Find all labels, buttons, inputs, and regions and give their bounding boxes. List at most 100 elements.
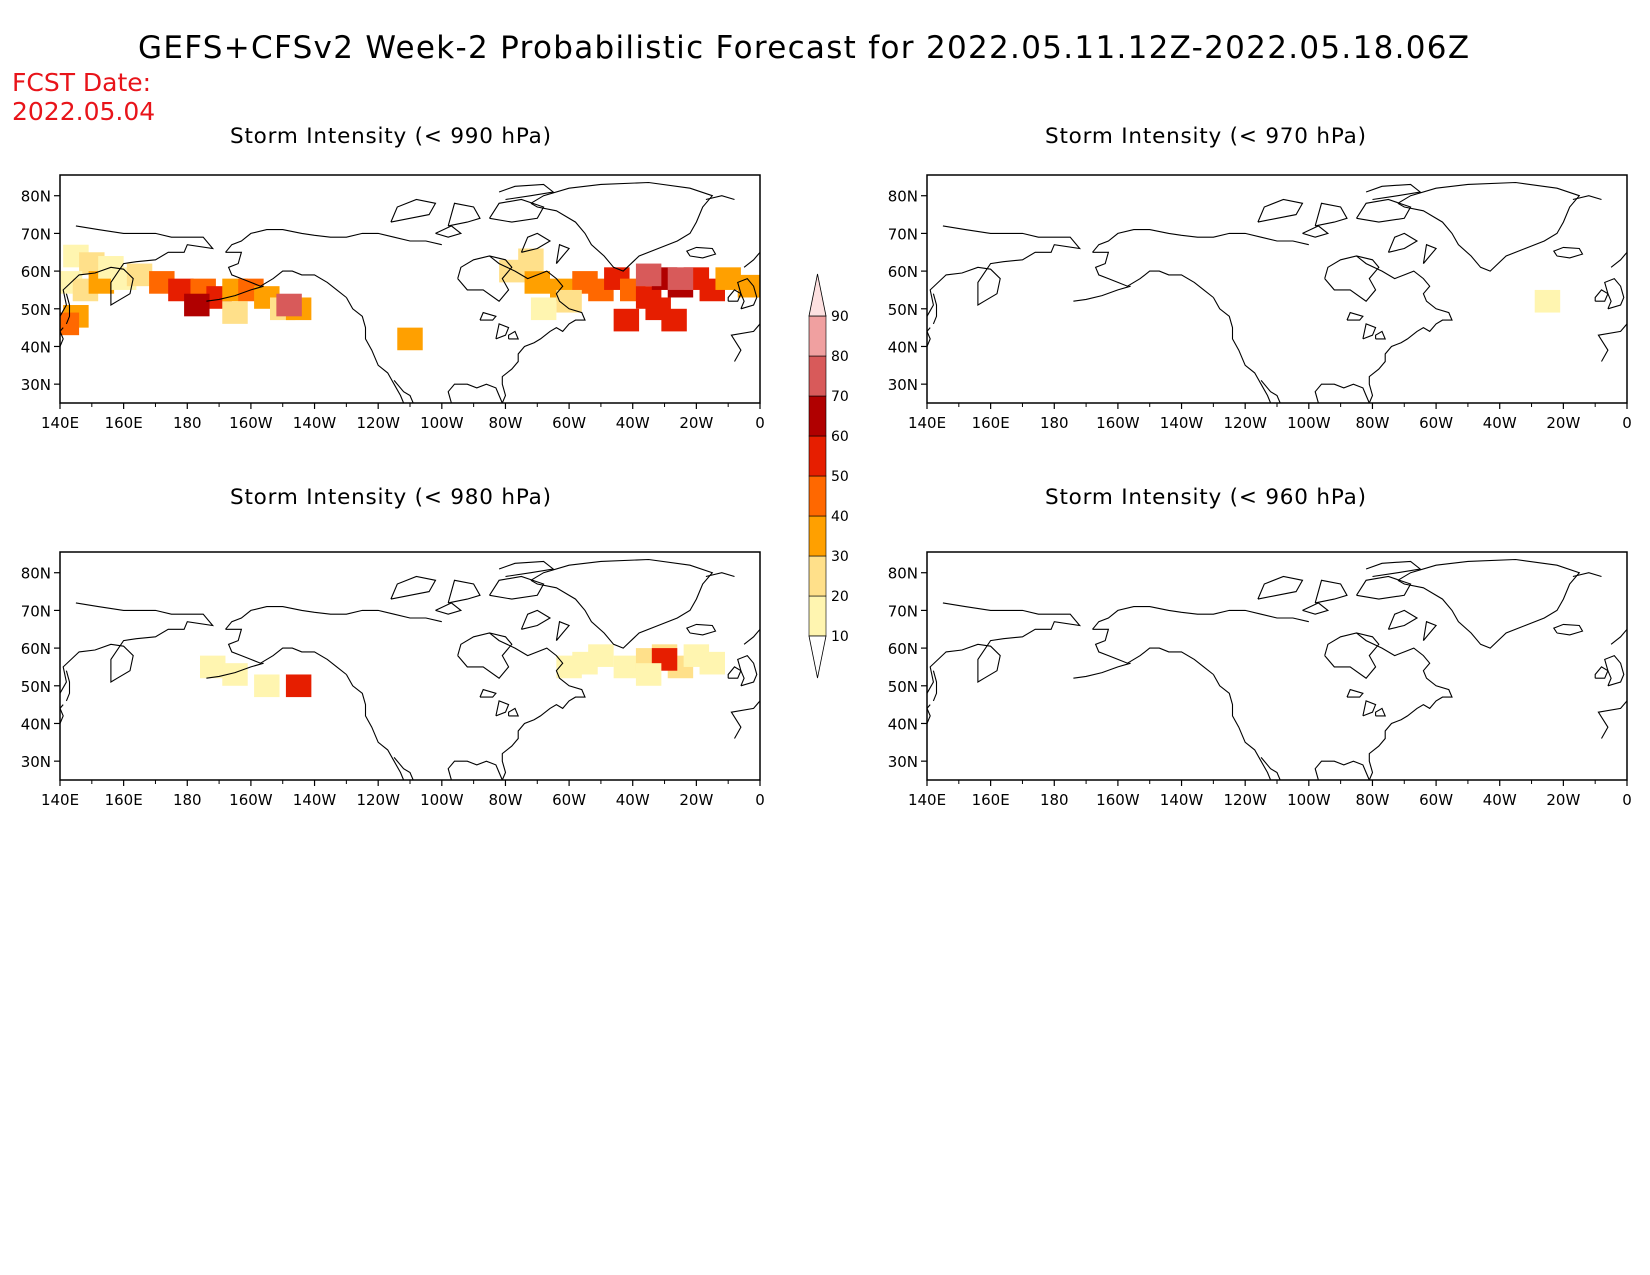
- coastline: [1397, 181, 1581, 272]
- lat-tick-label: 80N: [21, 565, 51, 583]
- map-content-p960: [927, 558, 1627, 780]
- probability-cell: [254, 674, 280, 698]
- coastline: [508, 330, 520, 340]
- coastline: [498, 183, 555, 201]
- lon-tick-label: 100W: [1287, 791, 1331, 809]
- coastline: [1073, 285, 1131, 302]
- probability-cell: [524, 271, 550, 294]
- lat-tick-label: 30N: [888, 753, 918, 771]
- probability-cell: [613, 308, 640, 332]
- coastline: [435, 602, 463, 615]
- coastline: [1387, 232, 1419, 253]
- colorbar-top-arrow: [808, 273, 827, 317]
- coastline: [1594, 666, 1609, 679]
- lat-tick-label: 70N: [888, 225, 918, 243]
- coastline: [1260, 380, 1281, 403]
- coastline: [685, 623, 717, 636]
- lon-tick-label: 0: [755, 414, 765, 432]
- coastline: [1597, 700, 1627, 739]
- colorbar-label: 30: [831, 549, 849, 565]
- colorbar-bottom-arrow: [808, 635, 827, 679]
- colorbar-swatch: [808, 435, 827, 477]
- map-panel-p960: 140E 160E 180 160W 140W 120W 100W 80W 60W 40W 20W 0…: [888, 551, 1632, 809]
- probability-cell: [588, 644, 614, 667]
- probability-cell: [699, 651, 725, 675]
- coastline: [1212, 674, 1272, 780]
- lon-tick-label: 140W: [1160, 791, 1204, 809]
- lon-tick-label: 40W: [1483, 791, 1517, 809]
- coastline: [730, 700, 760, 739]
- probability-cell: [635, 263, 662, 287]
- probability-cell: [126, 263, 153, 287]
- lon-tick-label: 100W: [420, 414, 464, 432]
- coastline: [685, 246, 717, 259]
- panel-title-960: Storm Intensity (< 960 hPa): [1045, 485, 1367, 510]
- coastline: [743, 251, 760, 268]
- coastline: [1092, 628, 1214, 675]
- probability-cell: [184, 293, 210, 317]
- colorbar-swatch: [808, 555, 827, 597]
- coastline: [932, 670, 938, 702]
- lon-tick-label: 140W: [293, 414, 337, 432]
- coastline: [1324, 255, 1380, 302]
- probability-cell: [715, 267, 741, 290]
- coastline: [206, 662, 264, 679]
- probability-cell: [222, 663, 248, 686]
- coastline: [447, 202, 481, 227]
- coastline: [1422, 620, 1438, 641]
- coastline: [206, 285, 264, 302]
- coastline: [1092, 606, 1309, 630]
- probability-cell: [556, 289, 582, 313]
- lat-tick-label: 40N: [888, 338, 918, 356]
- coastline: [508, 707, 520, 717]
- coastline: [1356, 198, 1412, 223]
- coastline: [1314, 202, 1348, 227]
- lon-tick-label: 160E: [105, 791, 143, 809]
- map-frame: [926, 174, 1628, 404]
- lat-tick-label: 50N: [888, 678, 918, 696]
- forecast-date-value: 2022.05.04: [12, 97, 156, 126]
- coastline: [489, 632, 586, 780]
- colorbar-label: 80: [831, 349, 849, 365]
- lon-tick-label: 160W: [1096, 414, 1140, 432]
- coastline: [1257, 575, 1304, 600]
- coastline: [65, 293, 71, 325]
- lat-tick-label: 40N: [21, 715, 51, 733]
- coastline: [498, 560, 555, 578]
- lon-tick-label: 20W: [1546, 791, 1580, 809]
- map-panel-p980: 140E 160E 180 160W 140W 120W 100W 80W 60W 40W 20W 0…: [21, 551, 765, 809]
- coastline: [1302, 602, 1330, 615]
- lon-tick-label: 60W: [1419, 791, 1453, 809]
- colorbar-swatch: [808, 515, 827, 557]
- lon-tick-label: 140E: [908, 414, 946, 432]
- map-frame: [926, 551, 1628, 781]
- coastline: [737, 277, 758, 310]
- coastline: [705, 195, 735, 201]
- coastline: [743, 628, 760, 645]
- colorbar-label: 70: [831, 389, 849, 405]
- forecast-date-block: FCST Date: 2022.05.04: [12, 68, 155, 126]
- lon-tick-label: 80W: [488, 414, 522, 432]
- coastline: [1324, 632, 1380, 679]
- lat-tick-label: 60N: [888, 263, 918, 281]
- coastline: [457, 632, 513, 679]
- lon-tick-label: 60W: [552, 791, 586, 809]
- coastline: [60, 602, 215, 694]
- coastline: [489, 575, 545, 600]
- coastline: [530, 558, 714, 649]
- probability-cell: [556, 655, 582, 679]
- forecast-date-label: FCST Date:: [12, 68, 152, 97]
- map-content-p980: [60, 558, 760, 780]
- coastline: [1362, 323, 1377, 340]
- probability-cell: [285, 674, 312, 698]
- coastline: [1552, 623, 1584, 636]
- coastline: [479, 311, 497, 321]
- lon-tick-label: 120W: [356, 414, 400, 432]
- coastline: [65, 670, 71, 702]
- lon-tick-label: 160W: [229, 414, 273, 432]
- coastline: [1356, 575, 1412, 600]
- colorbar-label: 50: [831, 469, 849, 485]
- coastline: [1610, 628, 1627, 645]
- lon-tick-label: 180: [173, 791, 202, 809]
- coastline: [927, 704, 931, 724]
